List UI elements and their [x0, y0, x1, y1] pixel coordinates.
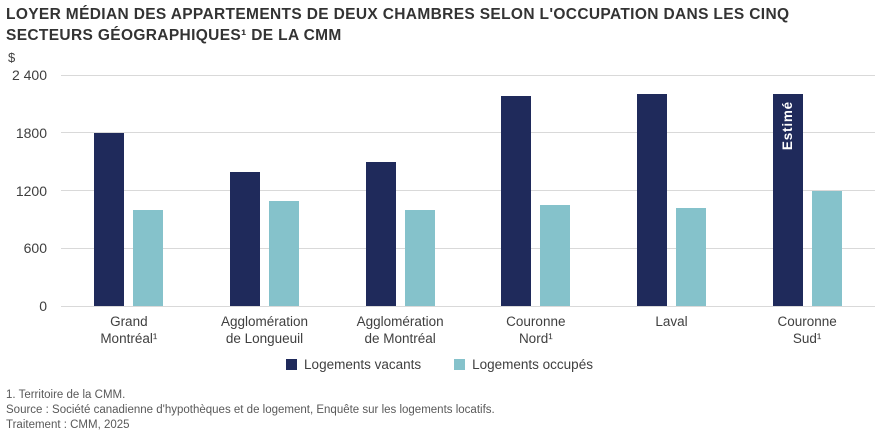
y-tick-label-0: 0 [39, 298, 47, 314]
chart-title: LOYER MÉDIAN DES APPARTEMENTS DE DEUX CH… [6, 6, 790, 44]
y-tick-label-1200: 1200 [15, 182, 47, 199]
bar-logements-vacants-agglomeration-de-montreal [365, 161, 396, 306]
bar-logements-occupes-grand-montreal [133, 209, 164, 306]
x-axis-label-laval: Laval [655, 314, 688, 329]
y-tick-label-600: 600 [23, 240, 47, 257]
bar-logements-vacants-grand-montreal [94, 132, 125, 306]
footnotes: 1. Territoire de la CMM. Source : Sociét… [6, 388, 495, 433]
legend-label: Logements vacants [304, 357, 422, 372]
bar-logements-occupes-couronne-nord [540, 204, 571, 306]
bar-logements-vacants-couronne-sud: Estimé [772, 94, 803, 306]
plot-area: Estimé [61, 74, 875, 307]
legend-item-logements-vacants: Logements vacants [286, 357, 421, 372]
gridline-1800 [61, 132, 875, 134]
legend-swatch-logements-occupes [454, 359, 466, 370]
legend-label: Logements occupés [472, 357, 593, 372]
legend-item-logements-occupes: Logements occupés [454, 357, 593, 372]
gridline-600 [61, 247, 875, 249]
legend-swatch-logements-vacants [286, 359, 298, 370]
bar-logements-vacants-couronne-nord [501, 96, 532, 306]
x-axis-label-agglomeration-de-montreal: Agglomération de Montréal [356, 314, 444, 346]
footnote-line: 1. Territoire de la CMM. [6, 389, 126, 401]
bar-logements-occupes-agglomeration-de-longueuil [269, 201, 299, 306]
bar-logements-vacants-agglomeration-de-longueuil [230, 172, 260, 306]
x-axis-label-couronne-sud: Couronne Sud¹ [777, 314, 837, 346]
gridline-2400 [61, 74, 875, 76]
treatment-line: Traitement : CMM, 2025 [6, 419, 130, 431]
source-line: Source : Société canadienne d'hypothèque… [6, 404, 495, 416]
gridline-1200 [61, 190, 875, 191]
y-axis-currency-label: $ [8, 50, 16, 65]
bar-logements-vacants-laval [637, 94, 667, 306]
y-tick-label-1800: 1800 [15, 124, 47, 141]
gridline-0 [61, 305, 875, 307]
x-axis-label-grand-montreal: Grand Montréal¹ [100, 314, 158, 346]
bar-logements-occupes-agglomeration-de-montreal [404, 209, 435, 306]
y-tick-label-2400: 2 400 [11, 67, 47, 83]
legend: Logements vacants Logements occupés [0, 357, 879, 372]
bar-logements-occupes-laval [676, 207, 706, 306]
x-axis-label-agglomeration-de-longueuil: Agglomération de Longueuil [220, 314, 309, 346]
estime-annotation: Estimé [780, 101, 796, 151]
bar-logements-occupes-couronne-sud [811, 190, 842, 306]
x-axis-label-couronne-nord: Couronne Nord¹ [506, 314, 566, 346]
